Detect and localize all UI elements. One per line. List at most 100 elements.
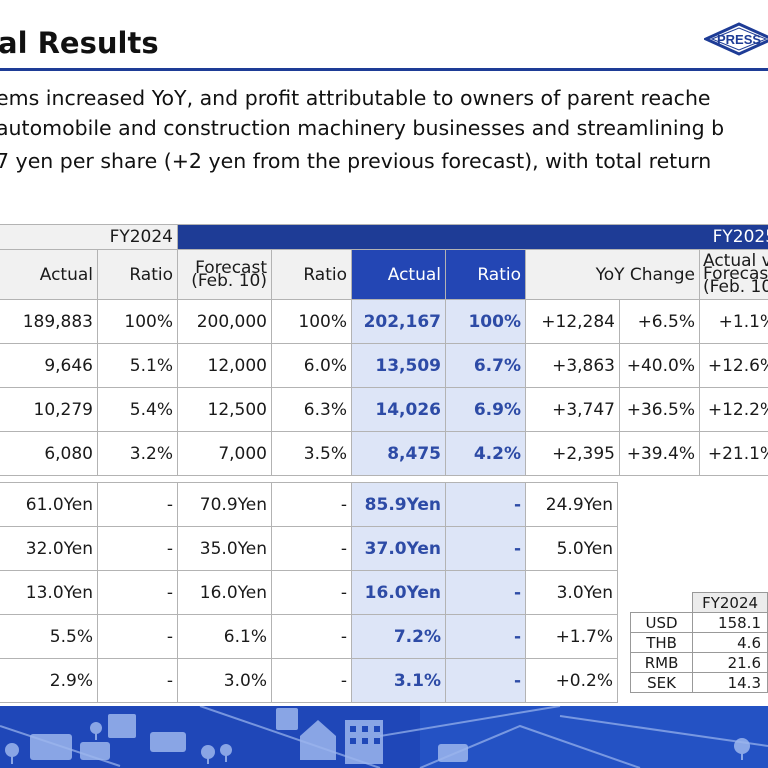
city-illustration <box>0 706 768 768</box>
table-cell: 3.2% <box>97 431 178 476</box>
table-cell: 5.0Yen <box>525 526 618 571</box>
table-cell: 6.0% <box>271 343 352 388</box>
company-logo: PRESS <box>704 22 768 56</box>
table-cell: +39.4% <box>619 431 700 476</box>
logo-text: PRESS <box>717 32 761 47</box>
table-cell: 7.2% <box>351 614 446 659</box>
fx-rate: 14.3 <box>692 672 768 693</box>
forecast-date: (Feb. 10) <box>191 270 267 291</box>
table-cell: 35.0Yen <box>177 526 272 571</box>
fx-row: USD 158.1 <box>629 612 768 633</box>
table-cell: - <box>445 526 526 571</box>
table-cell: 12,000 <box>177 343 272 388</box>
per-share-table: 61.0Yen -70.9Yen -85.9Yen -24.9Yen 32.0Yen -3… <box>0 482 618 703</box>
table-cell: 200,000 <box>177 299 272 344</box>
results-table: FY2024 FY2025 Actual Ratio Forecast (Feb… <box>0 224 768 476</box>
table-cell: 202,167 <box>351 299 446 344</box>
fx-rate-table: FY2024 USD 158.1 THB 4.6 RMB 21.6 SEK 14.3 <box>629 592 768 693</box>
table-cell: 3.5% <box>271 431 352 476</box>
table-cell: 3.1% <box>351 658 446 703</box>
table-cell: 6,080 <box>0 431 98 476</box>
table-row: 61.0Yen -70.9Yen -85.9Yen -24.9Yen <box>0 482 618 527</box>
currency-code: RMB <box>629 652 694 673</box>
table-cell: +40.0% <box>619 343 700 388</box>
table-cell: - <box>271 614 352 659</box>
table-cell: 16.0Yen <box>177 570 272 615</box>
table-cell: - <box>445 482 526 527</box>
table-cell: 14,026 <box>351 387 446 432</box>
table-cell: - <box>97 658 178 703</box>
fx-header: FY2024 <box>692 592 768 613</box>
fx-rate: 21.6 <box>692 652 768 673</box>
table-cell: +0.2% <box>525 658 618 703</box>
table-cell: 100% <box>445 299 526 344</box>
table-cell: 16.0Yen <box>351 570 446 615</box>
fy2024-header: FY2024 <box>0 224 178 250</box>
table-cell: 7,000 <box>177 431 272 476</box>
summary-line-3: 7 yen per share (+2 yen from the previou… <box>0 149 712 173</box>
title-underline <box>0 68 768 71</box>
table-cell: 8,475 <box>351 431 446 476</box>
table-cell: 6.7% <box>445 343 526 388</box>
table-cell: - <box>271 526 352 571</box>
table-cell: 85.9Yen <box>351 482 446 527</box>
table-cell: 61.0Yen <box>0 482 98 527</box>
col-header-vs-forecast: Actual vs Forecast (Feb. 10) <box>698 249 768 300</box>
table-cell: 10,279 <box>0 387 98 432</box>
table-cell: 6.3% <box>271 387 352 432</box>
fx-row: SEK 14.3 <box>629 672 768 693</box>
table-cell: +6.5% <box>619 299 700 344</box>
fx-rate: 158.1 <box>692 612 768 633</box>
fx-row: THB 4.6 <box>629 632 768 653</box>
currency-code: THB <box>629 632 694 653</box>
table-cell: - <box>97 526 178 571</box>
table-cell: 100% <box>271 299 352 344</box>
col-header-ratio-fy2025: Ratio <box>445 249 526 300</box>
table-cell: 32.0Yen <box>0 526 98 571</box>
table-cell: 5.5% <box>0 614 98 659</box>
table-cell: - <box>271 482 352 527</box>
fx-row: RMB 21.6 <box>629 652 768 673</box>
table-cell: 4.2% <box>445 431 526 476</box>
table-cell: 5.1% <box>97 343 178 388</box>
col-header-actual: Actual <box>0 249 98 300</box>
col-header-forecast: Forecast (Feb. 10) <box>177 249 272 300</box>
table-cell: 3.0Yen <box>525 570 618 615</box>
table-cell: 13,509 <box>351 343 446 388</box>
table-cell: - <box>97 570 178 615</box>
currency-code: SEK <box>629 672 694 693</box>
table-cell: 37.0Yen <box>351 526 446 571</box>
table-row: 13.0Yen -16.0Yen -16.0Yen -3.0Yen <box>0 570 618 615</box>
currency-code: USD <box>629 612 694 633</box>
table-row: 10,279 5.4% 12,500 6.3% 14,026 6.9% +3,747 +36.… <box>0 387 768 432</box>
table-cell: +1.7% <box>525 614 618 659</box>
table-cell: 24.9Yen <box>525 482 618 527</box>
table-cell: 2.9% <box>0 658 98 703</box>
table-cell: 3.0% <box>177 658 272 703</box>
table-cell: +2,395 <box>525 431 620 476</box>
table-cell: - <box>97 614 178 659</box>
summary-line-1: ems increased YoY, and profit attributab… <box>0 86 711 110</box>
col-header-actual-fy2025: Actual <box>351 249 446 300</box>
forecast-label: Forecast <box>195 257 267 278</box>
table-row: 6,080 3.2% 7,000 3.5% 8,475 4.2% +2,395 +39.4% +… <box>0 431 768 476</box>
table-cell: 9,646 <box>0 343 98 388</box>
table-cell: 5.4% <box>97 387 178 432</box>
footer-illustration <box>0 706 768 768</box>
table-cell: 100% <box>97 299 178 344</box>
table-cell: 12,500 <box>177 387 272 432</box>
fy2025-header: FY2025 <box>176 224 768 250</box>
table-cell: 13.0Yen <box>0 570 98 615</box>
table-cell: 70.9Yen <box>177 482 272 527</box>
table-cell: 6.1% <box>177 614 272 659</box>
col-header-yoy: YoY Change <box>525 249 700 300</box>
table-cell: - <box>445 570 526 615</box>
table-cell: - <box>445 658 526 703</box>
summary-line-2: automobile and construction machinery bu… <box>0 116 725 140</box>
table-cell: +21.1% <box>698 431 768 476</box>
table-cell: +1.1% <box>698 299 768 344</box>
table-row: 189,883 100% 200,000 100% 202,167 100% +12,284… <box>0 299 768 344</box>
table-cell: +12.2% <box>698 387 768 432</box>
table-row: 32.0Yen -35.0Yen -37.0Yen -5.0Yen <box>0 526 618 571</box>
table-cell: +36.5% <box>619 387 700 432</box>
